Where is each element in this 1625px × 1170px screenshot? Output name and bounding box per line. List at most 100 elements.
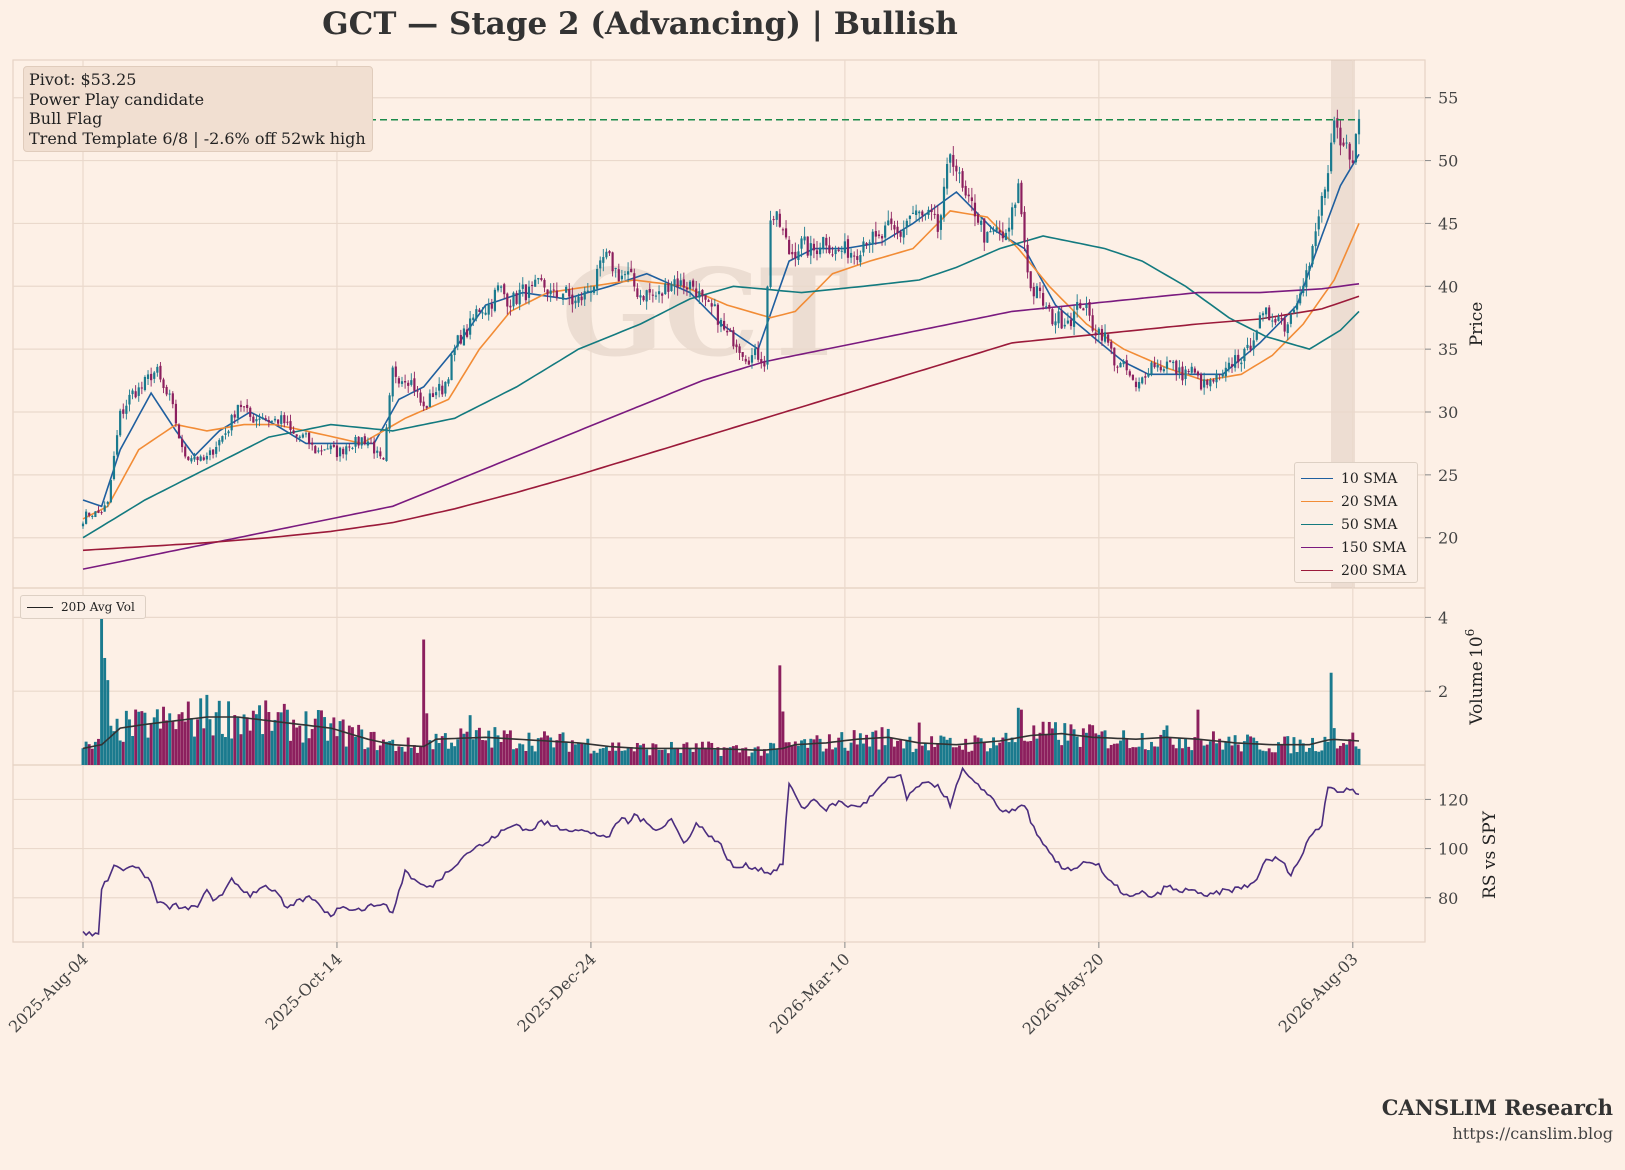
x-tick-label: 2026-May-20	[1019, 949, 1108, 1038]
candle-body	[927, 209, 930, 216]
candle-body	[1029, 271, 1032, 289]
candle-body	[537, 277, 540, 280]
volume-bar	[889, 737, 893, 765]
volume-bar	[1320, 750, 1324, 765]
candle-body	[264, 418, 267, 420]
candle-body	[323, 449, 326, 451]
candle-body	[692, 280, 695, 287]
volume-bar	[573, 744, 577, 765]
candle-body	[1038, 287, 1042, 292]
candle-body	[1082, 308, 1085, 311]
candle-body	[837, 249, 840, 251]
candle-body	[301, 434, 304, 438]
candle-body	[815, 250, 819, 255]
candle-body	[571, 294, 574, 305]
volume-bar	[320, 710, 323, 765]
volume-bar	[1348, 739, 1352, 765]
volume-bar	[744, 747, 748, 765]
volume-bar	[716, 747, 720, 765]
candle-body	[530, 284, 534, 287]
candle-body	[688, 281, 692, 290]
volume-bar	[131, 735, 135, 765]
volume-bar	[626, 748, 630, 765]
volume-bar	[700, 741, 704, 765]
volume-bar	[834, 747, 838, 765]
candle-body	[586, 290, 589, 293]
candle-body	[859, 255, 862, 263]
candle-body	[828, 245, 831, 253]
volume-bar	[285, 709, 289, 765]
volume-bar	[762, 749, 766, 765]
candle-body	[345, 446, 348, 455]
candle-body	[307, 432, 311, 444]
candle-body	[1014, 204, 1017, 208]
volume-bar	[852, 730, 856, 765]
candle-body	[431, 393, 435, 398]
candle-body	[710, 303, 713, 307]
candle-body	[1212, 379, 1215, 382]
volume-bar	[781, 711, 785, 765]
candle-body	[1240, 362, 1243, 365]
volume-bar	[896, 740, 899, 765]
candle-body	[252, 416, 255, 423]
volume-bar	[942, 736, 946, 765]
volume-bar	[778, 665, 782, 765]
candle-body	[441, 385, 444, 395]
candle-body	[363, 436, 366, 445]
candle-body	[667, 283, 670, 292]
candle-body	[1138, 382, 1141, 389]
volume-bar	[261, 734, 265, 765]
volume-bar	[939, 735, 943, 765]
volume-bar	[787, 742, 791, 765]
volume-bar	[1013, 742, 1017, 765]
volume-bar	[276, 712, 280, 765]
candle-body	[1193, 368, 1196, 373]
candle-body	[605, 251, 608, 258]
volume-bar	[756, 746, 760, 765]
candle-body	[419, 392, 422, 403]
volume-bar	[583, 744, 587, 765]
legend-label: 10 SMA	[1341, 470, 1398, 487]
volume-bar	[1199, 740, 1203, 765]
candle-body	[342, 448, 345, 455]
candle-body	[438, 383, 441, 391]
candle-body	[168, 393, 171, 395]
volume-bar	[512, 749, 515, 765]
candle-body	[249, 407, 252, 417]
candle-body	[602, 257, 605, 263]
candle-body	[1199, 373, 1203, 390]
candle-body	[462, 328, 466, 346]
candle-body	[227, 431, 230, 434]
candle-body	[112, 455, 116, 480]
volume-bar	[1345, 744, 1349, 765]
volume-bar	[378, 745, 382, 765]
candle-body	[335, 445, 339, 458]
volume-bar	[979, 738, 983, 765]
candle-body	[1218, 374, 1221, 376]
candle-body	[936, 214, 939, 232]
volume-bar	[140, 711, 144, 765]
trend-template-text: Trend Template 6/8 | -2.6% off 52wk high	[29, 128, 366, 148]
candle-body	[1094, 332, 1097, 336]
legend-item: 150 SMA	[1301, 536, 1411, 559]
candle-body	[317, 450, 320, 452]
candle-body	[236, 404, 239, 419]
volume-bar	[397, 746, 401, 765]
candle-body	[527, 286, 531, 298]
volume-bar	[790, 745, 794, 765]
volume-bar	[713, 749, 717, 765]
candle-body	[732, 330, 735, 347]
candle-body	[945, 164, 949, 189]
volume-bar	[663, 749, 667, 765]
volume-bar	[967, 751, 971, 765]
volume-bar	[821, 751, 825, 765]
volume-bar	[704, 747, 707, 765]
volume-bar	[1357, 748, 1361, 765]
candle-body	[143, 376, 147, 391]
volume-bar	[601, 748, 605, 765]
volume-bar	[660, 749, 664, 765]
candle-body	[843, 241, 846, 253]
volume-bar	[347, 725, 351, 765]
candle-body	[911, 212, 915, 214]
rs-y-axis: 80 100 120	[1425, 790, 1469, 908]
